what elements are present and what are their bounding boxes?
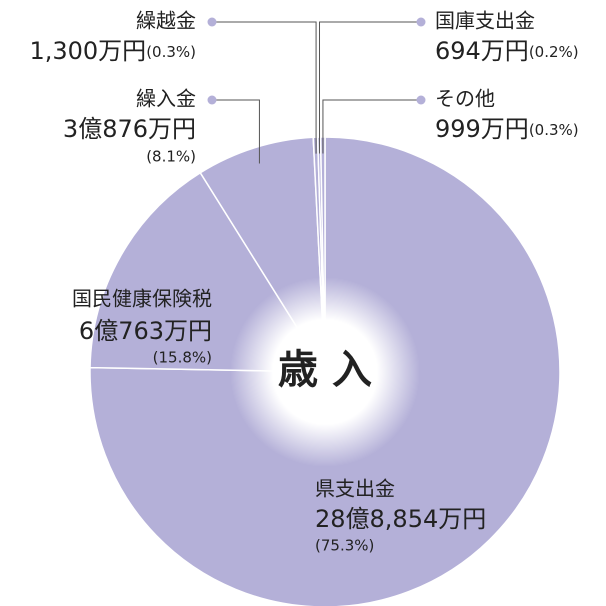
slice-amount: 694万円 [435,37,529,65]
slice-name: 繰越金 [136,9,196,33]
leader-dot [207,95,217,105]
slice-amount-line: 999万円(0.3%) [435,115,579,143]
leader-line [212,21,317,154]
slice-percent: (8.1%) [146,148,196,166]
slice-amount: 3億876万円 [63,115,196,143]
slice-amount: 1,300万円 [29,37,146,65]
slice-amount: 28億8,854万円 [315,505,486,533]
slice-name: 国民健康保険税 [72,287,212,311]
slice-name: その他 [435,87,495,111]
slice-amount: 999万円 [435,115,529,143]
leader-dot [416,17,426,27]
slice-name: 県支出金 [315,477,395,501]
leader-line [212,99,260,164]
slice-percent: (15.8%) [153,349,212,367]
slice-percent: (75.3%) [315,537,374,555]
leader-dot [416,95,426,105]
slice-name: 繰入金 [136,87,196,111]
slice-percent: (0.3%) [146,43,196,61]
leader-line [319,21,421,154]
slice-name: 国庫支出金 [435,9,535,33]
center-glow [230,277,420,467]
leader-dot [207,17,217,27]
slice-amount: 6億763万円 [79,317,212,345]
slice-percent: (0.2%) [529,43,579,61]
slice-amount-line: 1,300万円(0.3%) [29,37,196,65]
center-label: 歳 入 [278,347,372,393]
leader-line [322,99,421,154]
slice-amount-line: 694万円(0.2%) [435,37,579,65]
slice-percent: (0.3%) [529,121,579,139]
